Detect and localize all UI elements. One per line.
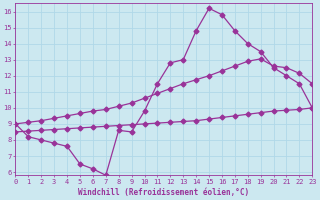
X-axis label: Windchill (Refroidissement éolien,°C): Windchill (Refroidissement éolien,°C) xyxy=(78,188,249,197)
